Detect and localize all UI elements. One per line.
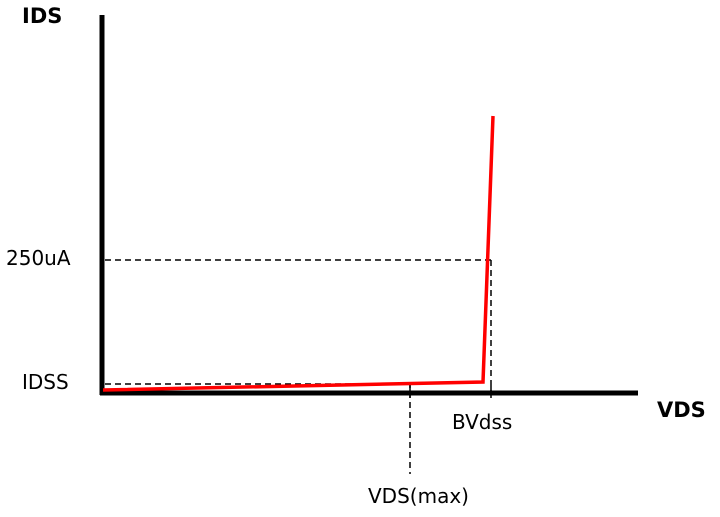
x-axis-label: VDS <box>657 398 706 422</box>
label-vds-max: VDS(max) <box>368 484 469 508</box>
ids-vds-curve <box>102 115 495 392</box>
y-axis-label: IDS <box>22 4 63 28</box>
label-250ua: 250uA <box>6 246 71 270</box>
label-bvdss: BVdss <box>452 410 513 434</box>
label-idss: IDSS <box>22 370 69 394</box>
